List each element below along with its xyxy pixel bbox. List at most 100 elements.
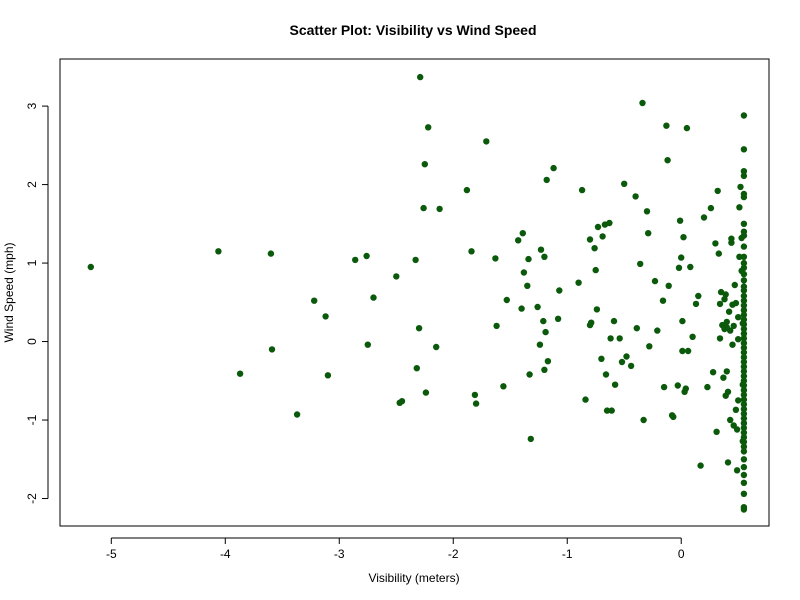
x-tick-label: 0 bbox=[678, 547, 685, 561]
data-point bbox=[550, 164, 557, 172]
data-point bbox=[352, 256, 359, 264]
data-point bbox=[674, 382, 681, 389]
data-point bbox=[670, 413, 677, 421]
data-point bbox=[740, 277, 748, 284]
data-point bbox=[544, 358, 552, 365]
y-tick-label: 3 bbox=[25, 102, 39, 109]
data-point bbox=[716, 335, 724, 342]
data-point bbox=[675, 264, 683, 271]
data-point bbox=[534, 303, 541, 311]
data-point bbox=[735, 397, 742, 404]
x-tick-label: -4 bbox=[220, 547, 231, 561]
data-point bbox=[616, 335, 623, 342]
data-point bbox=[740, 172, 748, 180]
y-axis-label: Wind Speed (mph) bbox=[2, 242, 16, 342]
data-point bbox=[740, 146, 748, 153]
data-point bbox=[740, 302, 748, 309]
x-axis-label: Visibility (meters) bbox=[368, 571, 459, 585]
data-point bbox=[398, 398, 406, 405]
data-point bbox=[621, 180, 628, 187]
data-point bbox=[740, 424, 748, 432]
data-point bbox=[740, 344, 748, 351]
data-point bbox=[723, 368, 730, 375]
data-point bbox=[740, 490, 748, 497]
data-point bbox=[322, 313, 329, 320]
data-point bbox=[633, 325, 640, 332]
data-point bbox=[725, 308, 733, 315]
data-point bbox=[540, 317, 547, 325]
data-point bbox=[393, 273, 400, 280]
chart-title: Scatter Plot: Visibility vs Wind Speed bbox=[289, 22, 536, 38]
data-point bbox=[654, 327, 661, 334]
data-point bbox=[680, 234, 687, 241]
data-point bbox=[740, 438, 748, 446]
data-point bbox=[556, 287, 563, 294]
data-point bbox=[740, 372, 748, 380]
data-point bbox=[740, 434, 748, 441]
data-point bbox=[598, 355, 605, 362]
data-point bbox=[740, 287, 748, 294]
data-point bbox=[425, 124, 432, 131]
x-tick-label: -5 bbox=[106, 547, 117, 561]
data-point bbox=[740, 471, 748, 479]
data-point bbox=[537, 246, 545, 253]
data-point bbox=[643, 208, 651, 215]
data-point bbox=[413, 365, 420, 372]
data-point bbox=[415, 325, 423, 332]
data-point bbox=[554, 315, 562, 322]
y-tick-label: -2 bbox=[25, 493, 39, 504]
data-point bbox=[689, 333, 696, 340]
data-point bbox=[697, 462, 704, 469]
data-point bbox=[740, 112, 748, 119]
data-point bbox=[215, 248, 222, 255]
data-point bbox=[417, 73, 424, 81]
data-point bbox=[723, 318, 730, 326]
data-point bbox=[740, 321, 748, 328]
data-point bbox=[324, 372, 332, 379]
data-point bbox=[730, 322, 737, 330]
data-point bbox=[740, 479, 748, 486]
data-point bbox=[740, 220, 748, 227]
data-point bbox=[594, 223, 602, 231]
data-point bbox=[627, 362, 635, 370]
data-point bbox=[679, 317, 686, 325]
data-point bbox=[483, 138, 490, 145]
data-point bbox=[740, 325, 748, 333]
data-point bbox=[660, 383, 668, 391]
data-point bbox=[727, 327, 734, 334]
data-point bbox=[716, 300, 724, 308]
data-point bbox=[731, 281, 738, 289]
data-point bbox=[740, 448, 748, 455]
data-point bbox=[733, 426, 741, 433]
data-point bbox=[293, 411, 301, 418]
data-point bbox=[740, 506, 748, 513]
data-point bbox=[740, 382, 748, 389]
data-point bbox=[463, 186, 471, 194]
data-point bbox=[500, 383, 507, 390]
data-point bbox=[740, 339, 748, 347]
data-point bbox=[740, 354, 748, 361]
data-point bbox=[724, 459, 732, 466]
x-tick-label: -2 bbox=[448, 547, 459, 561]
data-point bbox=[472, 400, 480, 407]
data-point bbox=[543, 176, 550, 184]
y-tick-label: 1 bbox=[25, 259, 39, 266]
data-point bbox=[412, 256, 419, 264]
y-tick-label: -1 bbox=[25, 414, 39, 425]
data-point bbox=[664, 157, 671, 164]
data-point bbox=[659, 297, 667, 304]
data-point bbox=[515, 237, 522, 244]
data-points bbox=[87, 73, 748, 513]
data-point bbox=[740, 193, 748, 201]
data-point bbox=[740, 253, 748, 260]
data-point bbox=[736, 204, 743, 211]
data-point bbox=[527, 435, 534, 443]
data-point bbox=[740, 377, 748, 384]
data-point bbox=[87, 263, 95, 271]
data-point bbox=[720, 374, 727, 381]
data-point bbox=[610, 317, 618, 325]
data-point bbox=[724, 388, 732, 395]
y-axis: -2 -1 0 1 2 3 bbox=[25, 102, 49, 504]
data-point bbox=[737, 183, 744, 191]
data-point bbox=[740, 316, 748, 323]
